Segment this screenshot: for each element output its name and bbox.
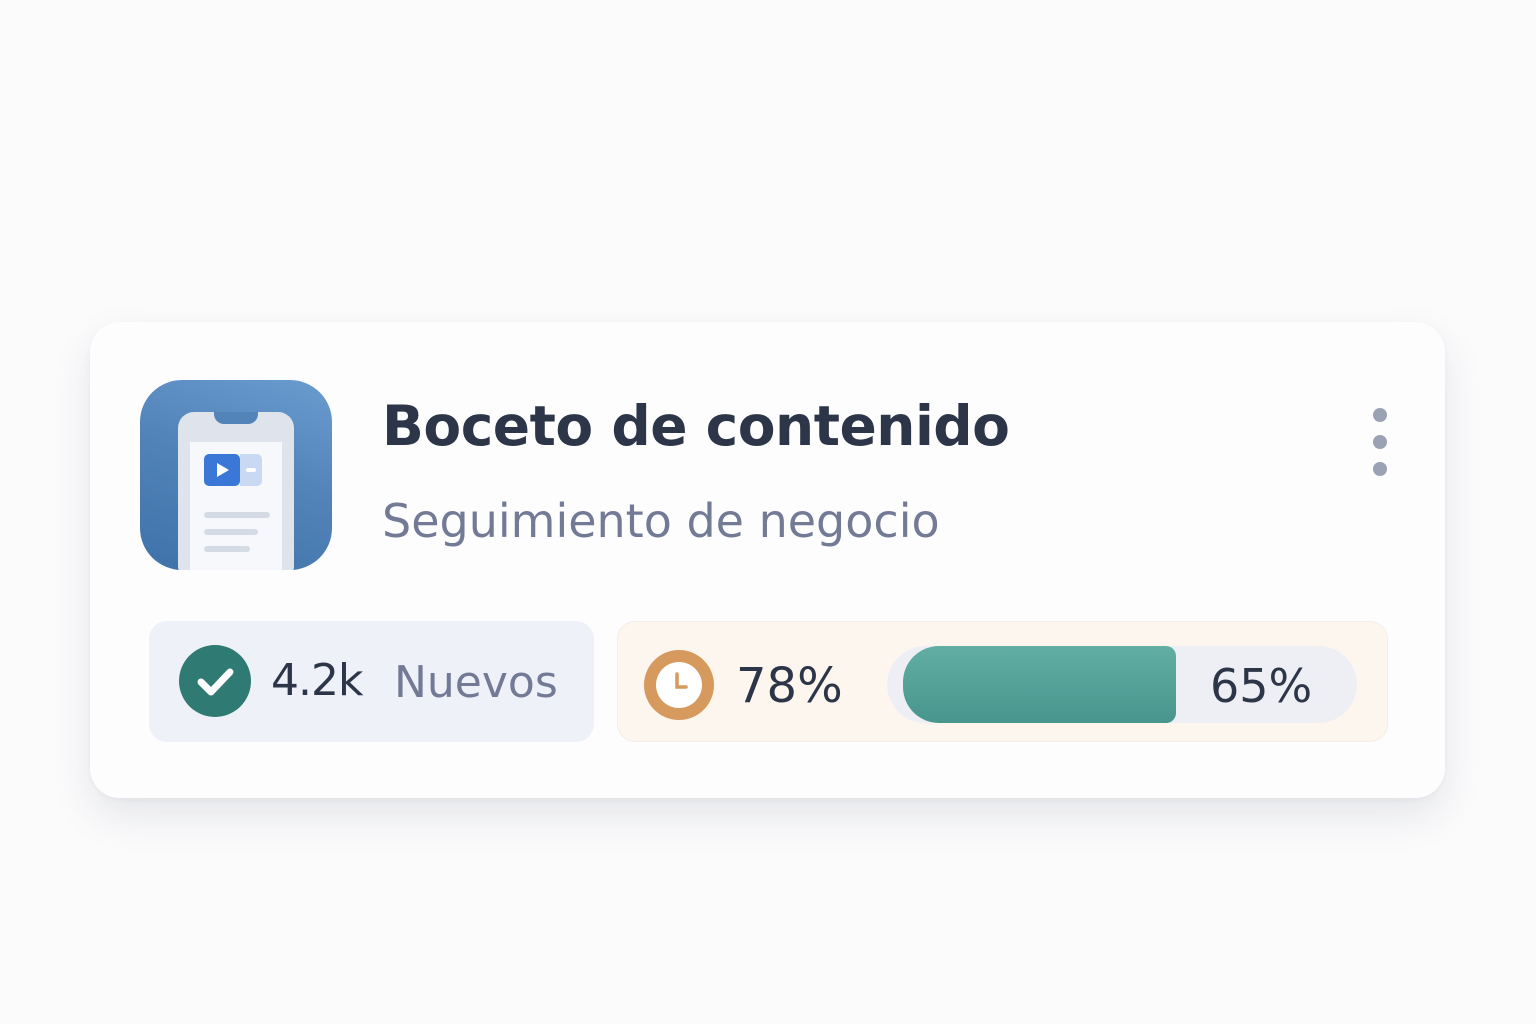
mobile-content-video-icon (140, 380, 332, 570)
progress-label: 65% (1210, 659, 1313, 713)
more-vertical-icon[interactable] (1368, 406, 1392, 476)
new-items-stat: 4.2k Nuevos (149, 621, 594, 742)
new-label: Nuevos (394, 657, 558, 708)
progress-fill (903, 646, 1176, 723)
clock-icon (644, 650, 714, 720)
card-subtitle: Seguimiento de negocio (382, 494, 940, 548)
play-icon (204, 454, 240, 486)
card-title: Boceto de contenido (382, 394, 1010, 458)
new-count: 4.2k (271, 655, 363, 706)
time-percent: 78% (736, 658, 843, 714)
progress-stat: 78% 65% (617, 621, 1388, 742)
check-circle-icon (179, 645, 251, 717)
progress-bar: 65% (887, 646, 1357, 723)
content-card: Boceto de contenido Seguimiento de negoc… (90, 322, 1445, 798)
